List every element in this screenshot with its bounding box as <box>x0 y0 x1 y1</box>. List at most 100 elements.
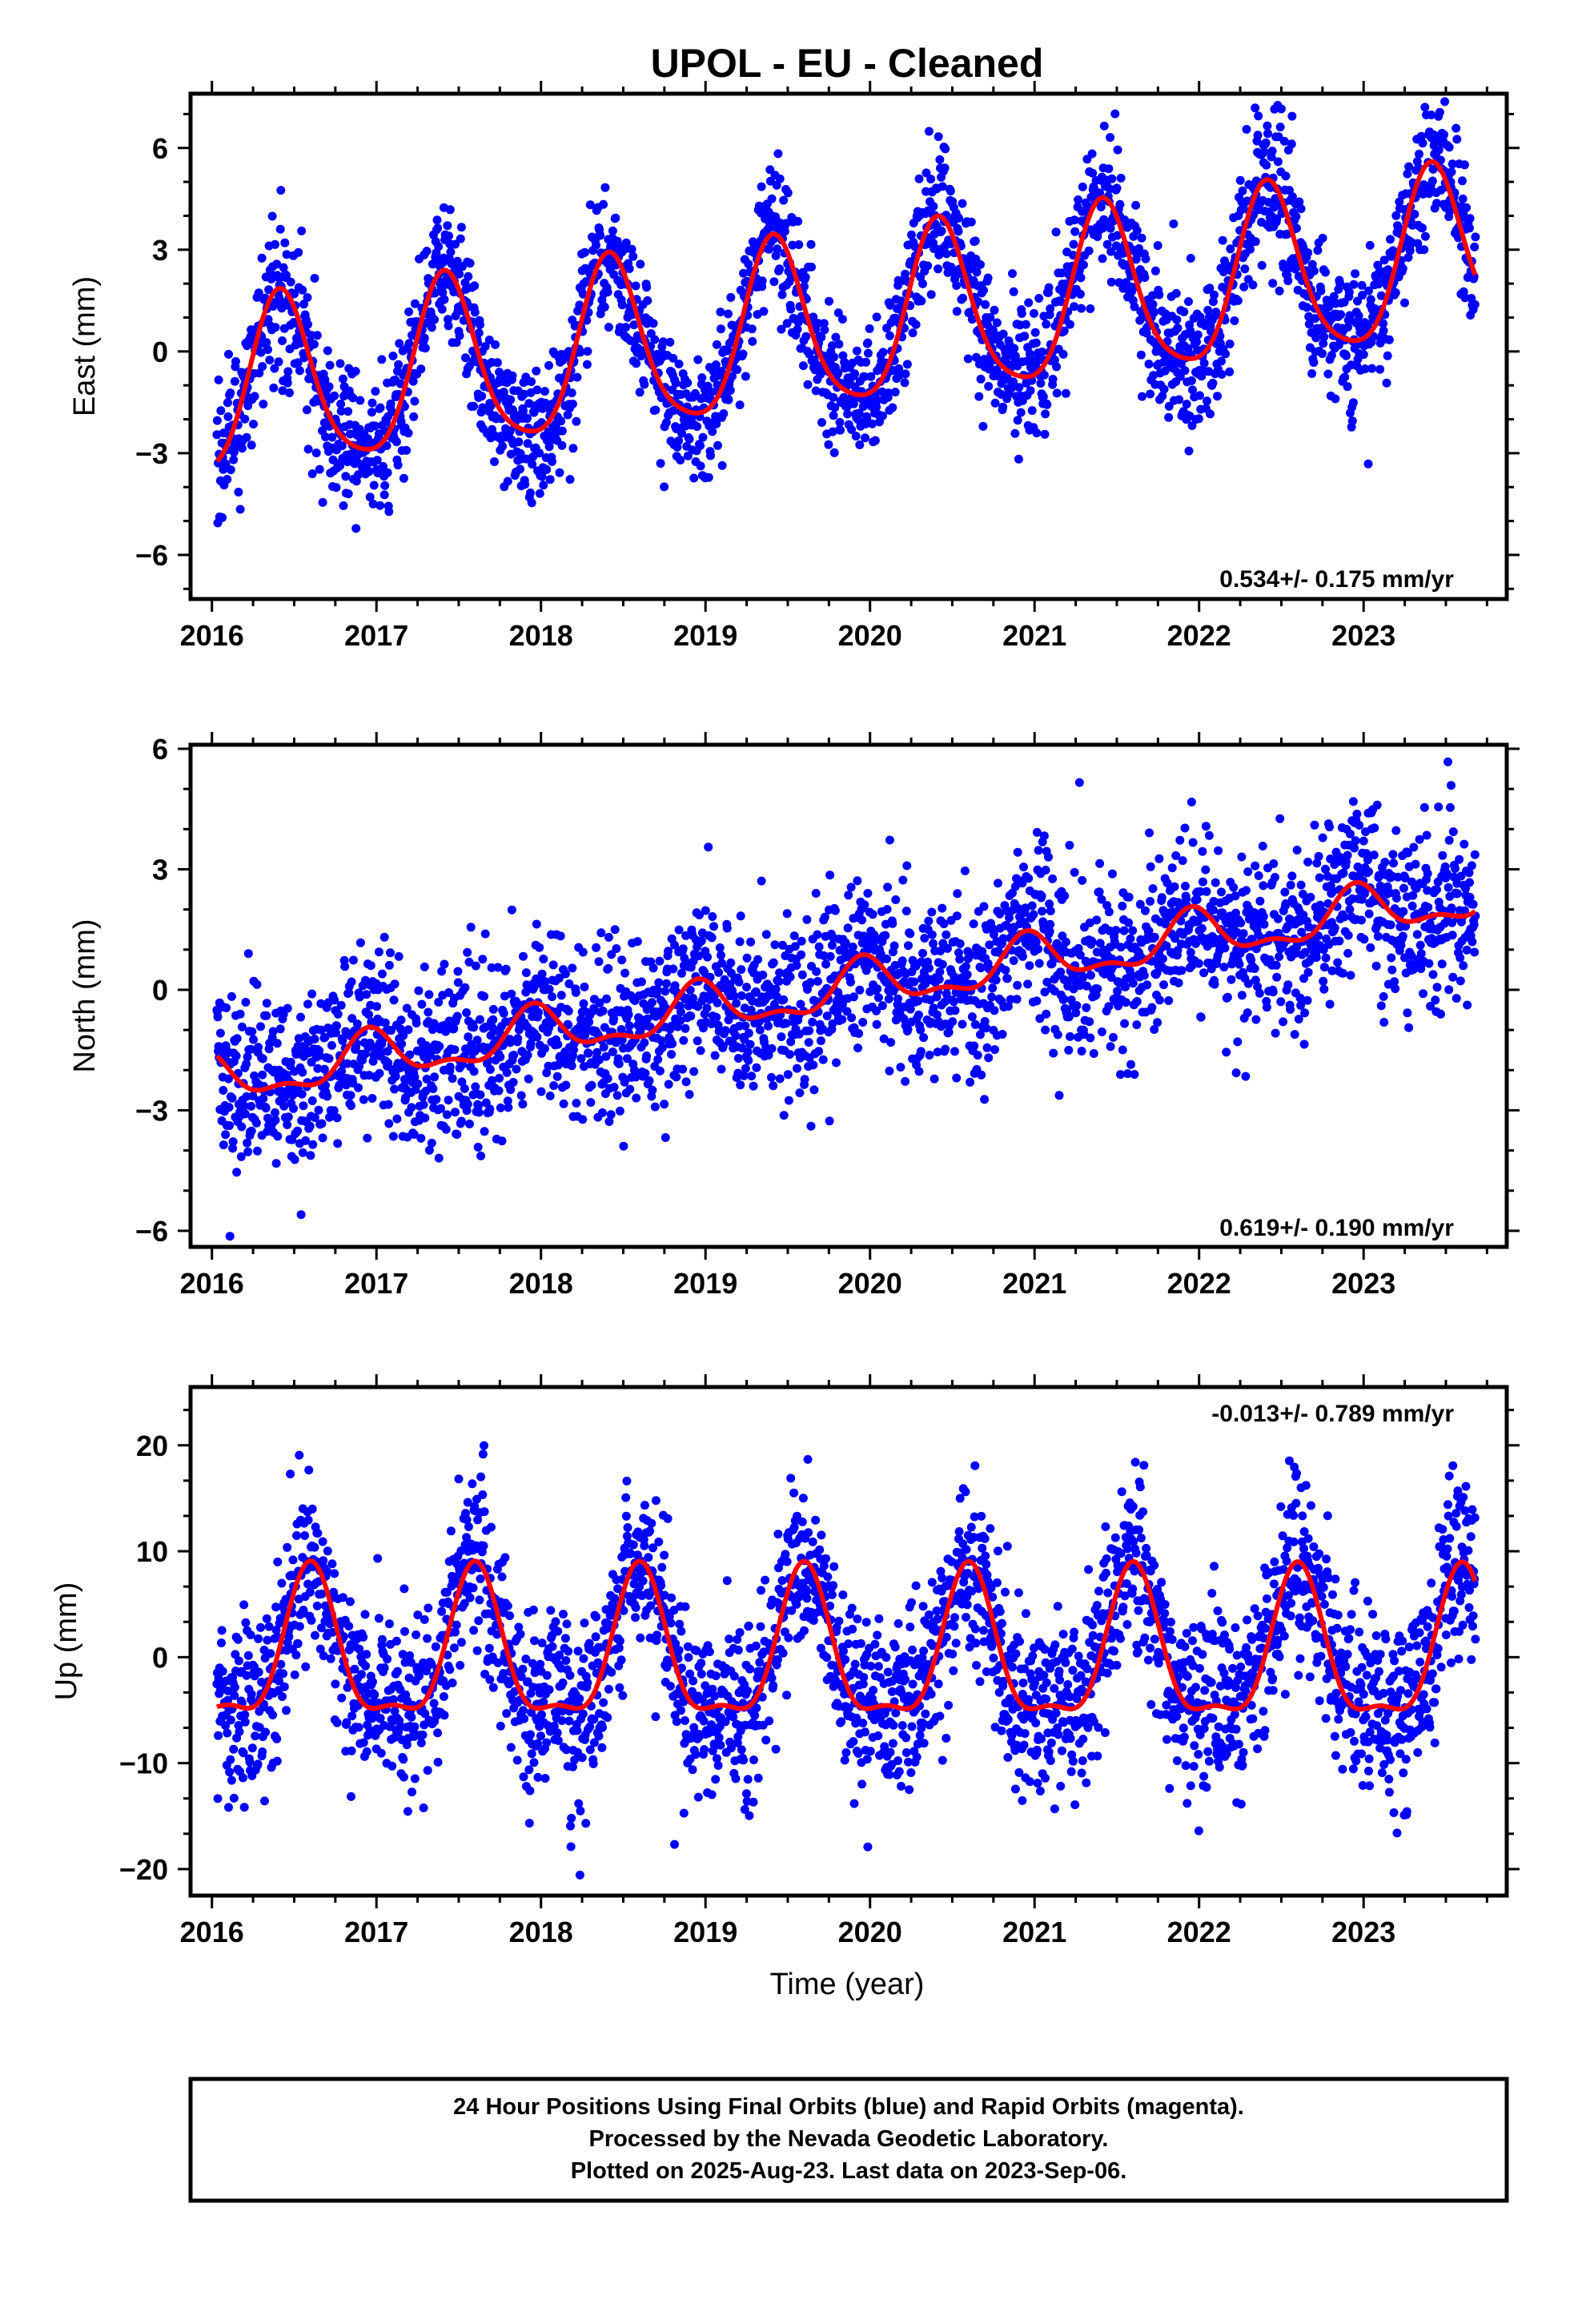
data-point <box>1076 273 1086 283</box>
data-point <box>417 999 427 1009</box>
data-point <box>728 372 737 381</box>
data-point <box>278 386 287 396</box>
data-point <box>1142 980 1152 990</box>
data-point <box>1470 300 1480 309</box>
data-point <box>526 489 535 497</box>
data-point <box>976 963 986 973</box>
data-point <box>477 392 487 401</box>
data-point <box>236 1152 246 1161</box>
data-point <box>1196 1012 1206 1022</box>
data-point <box>882 954 891 963</box>
data-point <box>877 1001 887 1011</box>
data-point <box>754 201 764 211</box>
data-point <box>488 1076 497 1085</box>
data-point <box>985 940 994 950</box>
data-point <box>330 995 339 1005</box>
data-point <box>991 975 1001 985</box>
data-point <box>781 219 791 228</box>
data-point <box>837 315 847 324</box>
data-point <box>1113 231 1122 240</box>
data-point <box>829 352 839 362</box>
data-point <box>1201 865 1211 875</box>
data-point <box>708 912 717 921</box>
data-point <box>855 985 865 995</box>
data-point <box>891 895 901 904</box>
data-point <box>1118 901 1127 911</box>
data-point <box>901 369 910 379</box>
data-point <box>1092 947 1102 957</box>
data-point <box>640 380 649 389</box>
data-point <box>272 1039 282 1048</box>
data-point <box>390 1084 400 1094</box>
data-point <box>1040 429 1050 439</box>
data-point <box>250 392 259 401</box>
data-point <box>1181 882 1190 891</box>
data-point <box>329 1106 339 1116</box>
data-point <box>696 441 705 450</box>
data-point <box>444 1096 453 1105</box>
data-point <box>765 176 775 186</box>
data-point <box>967 1012 977 1022</box>
data-point <box>1010 428 1020 438</box>
data-point <box>847 425 857 434</box>
data-point <box>348 393 358 403</box>
data-point <box>740 1035 749 1044</box>
data-point <box>938 959 947 969</box>
data-point <box>1203 396 1211 406</box>
data-point <box>293 1041 303 1051</box>
data-point <box>1115 199 1125 209</box>
data-point <box>608 1047 617 1056</box>
data-point <box>286 1057 295 1067</box>
data-point <box>908 328 917 338</box>
data-point <box>1404 162 1414 171</box>
data-point <box>364 467 374 476</box>
data-point <box>387 407 397 416</box>
data-point <box>1064 1045 1074 1055</box>
data-point <box>632 937 642 947</box>
data-point <box>255 368 264 378</box>
data-point <box>926 175 936 184</box>
data-point <box>404 339 414 348</box>
data-point <box>714 967 724 977</box>
data-point <box>936 947 945 955</box>
data-point <box>428 1084 438 1093</box>
data-point <box>1140 273 1150 282</box>
data-point <box>1070 867 1079 877</box>
data-point <box>747 1072 757 1081</box>
data-point <box>1074 195 1083 204</box>
data-point <box>1434 145 1443 155</box>
data-point <box>598 1108 607 1117</box>
data-point <box>824 440 833 449</box>
data-point <box>883 883 893 892</box>
data-point <box>981 300 990 309</box>
data-point <box>807 262 816 271</box>
data-point <box>752 1063 761 1072</box>
data-point <box>998 329 1008 339</box>
data-point <box>1403 253 1413 262</box>
data-point <box>842 1007 852 1016</box>
data-point <box>1052 388 1062 398</box>
data-point <box>1267 147 1277 156</box>
data-point <box>722 923 732 933</box>
data-point <box>268 1027 278 1036</box>
data-point <box>240 414 250 424</box>
data-point <box>509 1051 519 1060</box>
data-point <box>310 274 319 283</box>
data-point <box>500 991 509 1001</box>
data-point <box>320 375 330 384</box>
data-point <box>882 905 892 914</box>
data-point <box>683 378 693 388</box>
data-point <box>279 263 288 272</box>
data-point <box>1016 408 1026 417</box>
data-point <box>437 967 447 976</box>
data-point <box>595 998 604 1007</box>
data-point <box>958 293 968 303</box>
data-point <box>351 367 360 376</box>
data-point <box>1420 231 1430 241</box>
data-point <box>1287 111 1297 121</box>
data-point <box>1199 877 1207 887</box>
data-point <box>451 239 460 249</box>
data-point <box>395 339 404 348</box>
data-point <box>407 1103 416 1112</box>
data-point <box>1343 382 1352 392</box>
